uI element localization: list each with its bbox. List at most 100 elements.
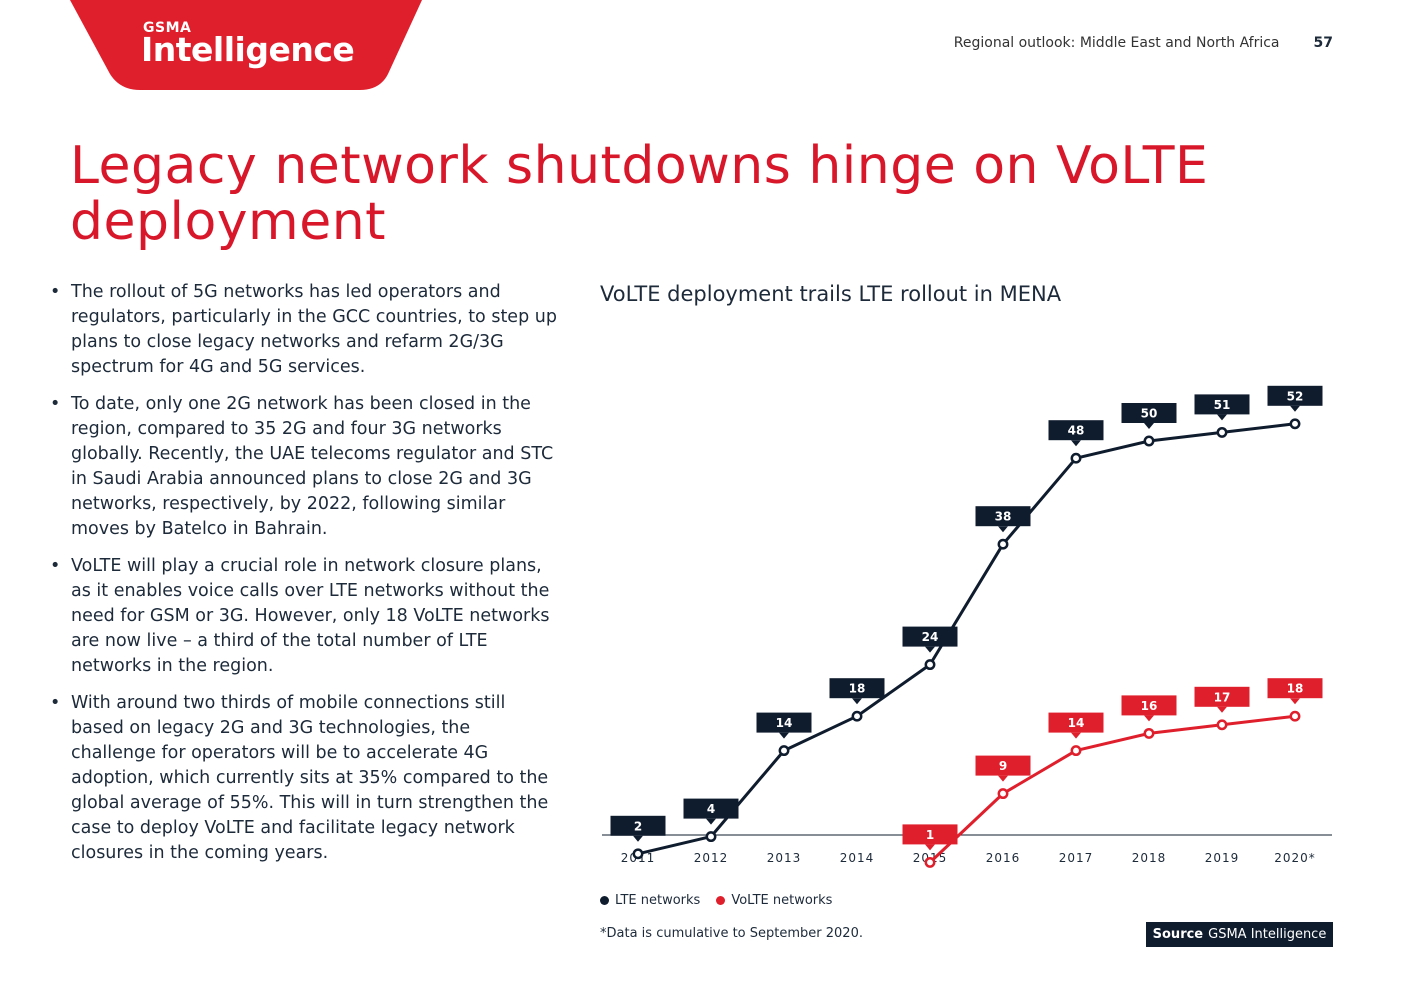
data-label-text: 14	[776, 716, 793, 730]
data-point	[1289, 418, 1301, 430]
data-label: 17	[1194, 686, 1250, 713]
legend-volte-label: VoLTE networks	[731, 893, 833, 908]
data-label-box	[975, 506, 1031, 527]
data-point	[851, 710, 863, 722]
x-tick-label: 2020*	[1274, 851, 1316, 865]
data-label-text: 18	[1287, 682, 1304, 696]
data-label-text: 18	[849, 682, 866, 696]
data-label-text: 24	[922, 630, 939, 644]
series-line-volte	[928, 714, 1296, 864]
data-label-box	[610, 815, 666, 836]
legend-volte-marker	[716, 896, 726, 905]
brand-tab: GSMA Intelligence	[0, 0, 430, 92]
data-point	[997, 538, 1009, 550]
data-label-pointer	[852, 698, 862, 705]
data-point	[778, 745, 790, 757]
data-label-pointer	[1217, 706, 1227, 713]
data-label: 24	[902, 626, 958, 653]
data-label-box	[756, 712, 812, 733]
data-label-box	[1048, 420, 1104, 441]
data-label-pointer	[1217, 414, 1227, 421]
data-label-box	[902, 824, 958, 845]
data-point	[924, 659, 936, 671]
page-title: Legacy network shutdowns hinge on VoLTE …	[70, 136, 1209, 252]
data-label: 9	[975, 755, 1031, 782]
data-point	[1216, 719, 1228, 731]
data-label: 14	[1048, 712, 1104, 739]
data-label: 50	[1121, 403, 1177, 429]
data-label-box	[683, 798, 739, 819]
x-tick-label: 2012	[694, 851, 729, 865]
legend-item-volte: VoLTE networks	[716, 893, 832, 908]
data-label-pointer	[633, 835, 643, 842]
data-label-box	[1267, 385, 1323, 406]
data-label: 4	[683, 798, 739, 825]
data-label-text: 1	[926, 828, 934, 842]
data-label-pointer	[1071, 440, 1081, 447]
data-label-pointer	[1144, 715, 1154, 722]
data-label: 51	[1194, 394, 1250, 421]
data-point	[1289, 710, 1301, 722]
bullet-item: With around two thirds of mobile connect…	[50, 691, 560, 866]
data-label: 1	[902, 824, 958, 851]
data-label-text: 17	[1214, 690, 1231, 704]
data-label-pointer	[998, 526, 1008, 533]
data-label-text: 48	[1068, 424, 1085, 438]
data-label-text: 38	[995, 510, 1012, 524]
data-label-box	[1194, 394, 1250, 415]
data-label-text: 52	[1287, 389, 1304, 403]
data-point	[632, 848, 644, 860]
brand-tab-shape	[70, 0, 422, 90]
data-point	[1143, 435, 1155, 447]
data-label-pointer	[1290, 405, 1300, 412]
data-label-pointer	[1071, 732, 1081, 739]
data-label-box	[902, 626, 958, 647]
bullet-item: The rollout of 5G networks has led opera…	[50, 280, 560, 380]
brand-logo-text: Intelligence	[141, 30, 355, 69]
data-label-pointer	[1290, 698, 1300, 705]
data-label: 52	[1267, 385, 1323, 412]
data-label-pointer	[998, 775, 1008, 782]
data-label: 14	[756, 712, 812, 739]
data-label-pointer	[925, 646, 935, 653]
legend-lte-marker	[600, 896, 609, 905]
data-point	[1070, 745, 1082, 757]
legend-lte-label: LTE networks	[615, 893, 701, 908]
data-label: 18	[829, 678, 885, 705]
x-tick-label: 2018	[1132, 851, 1167, 865]
x-tick-label: 2016	[986, 851, 1021, 865]
brand-small-text: GSMA	[143, 20, 192, 36]
data-label-pointer	[925, 844, 935, 851]
source-badge: Source GSMA Intelligence	[1146, 922, 1333, 947]
data-label-box	[829, 678, 885, 699]
data-label-box	[1121, 403, 1177, 423]
data-label-text: 50	[1141, 407, 1158, 421]
page-header: Regional outlook: Middle East and North …	[954, 35, 1333, 51]
data-label-box	[1121, 695, 1177, 716]
source-text: GSMA Intelligence	[1208, 927, 1327, 942]
series-line-lte	[637, 422, 1296, 856]
data-label-box	[1267, 678, 1323, 699]
bullet-item: VoLTE will play a crucial role in networ…	[50, 554, 560, 679]
page-number: 57	[1313, 35, 1333, 51]
data-label-box	[1194, 686, 1250, 707]
data-label: 2	[610, 815, 666, 842]
chart-title: VoLTE deployment trails LTE rollout in M…	[600, 282, 1062, 306]
data-point	[705, 831, 717, 843]
data-label-text: 16	[1141, 699, 1158, 713]
chart-legend: LTE networks VoLTE networks	[600, 893, 832, 908]
data-label-text: 51	[1214, 398, 1231, 412]
data-point	[924, 856, 936, 868]
data-label-text: 2	[634, 819, 642, 833]
data-label: 48	[1048, 420, 1104, 447]
brand-tab-background	[70, 0, 422, 90]
data-label: 16	[1121, 695, 1177, 722]
chart-footnote: *Data is cumulative to September 2020.	[600, 926, 863, 941]
data-label-pointer	[779, 732, 789, 739]
x-tick-label: 2019	[1205, 851, 1240, 865]
section-title: Regional outlook: Middle East and North …	[953, 35, 1280, 51]
x-tick-label: 2013	[767, 851, 802, 865]
data-label-pointer	[706, 818, 716, 825]
data-label-box	[975, 755, 1031, 776]
data-point	[1216, 426, 1228, 438]
